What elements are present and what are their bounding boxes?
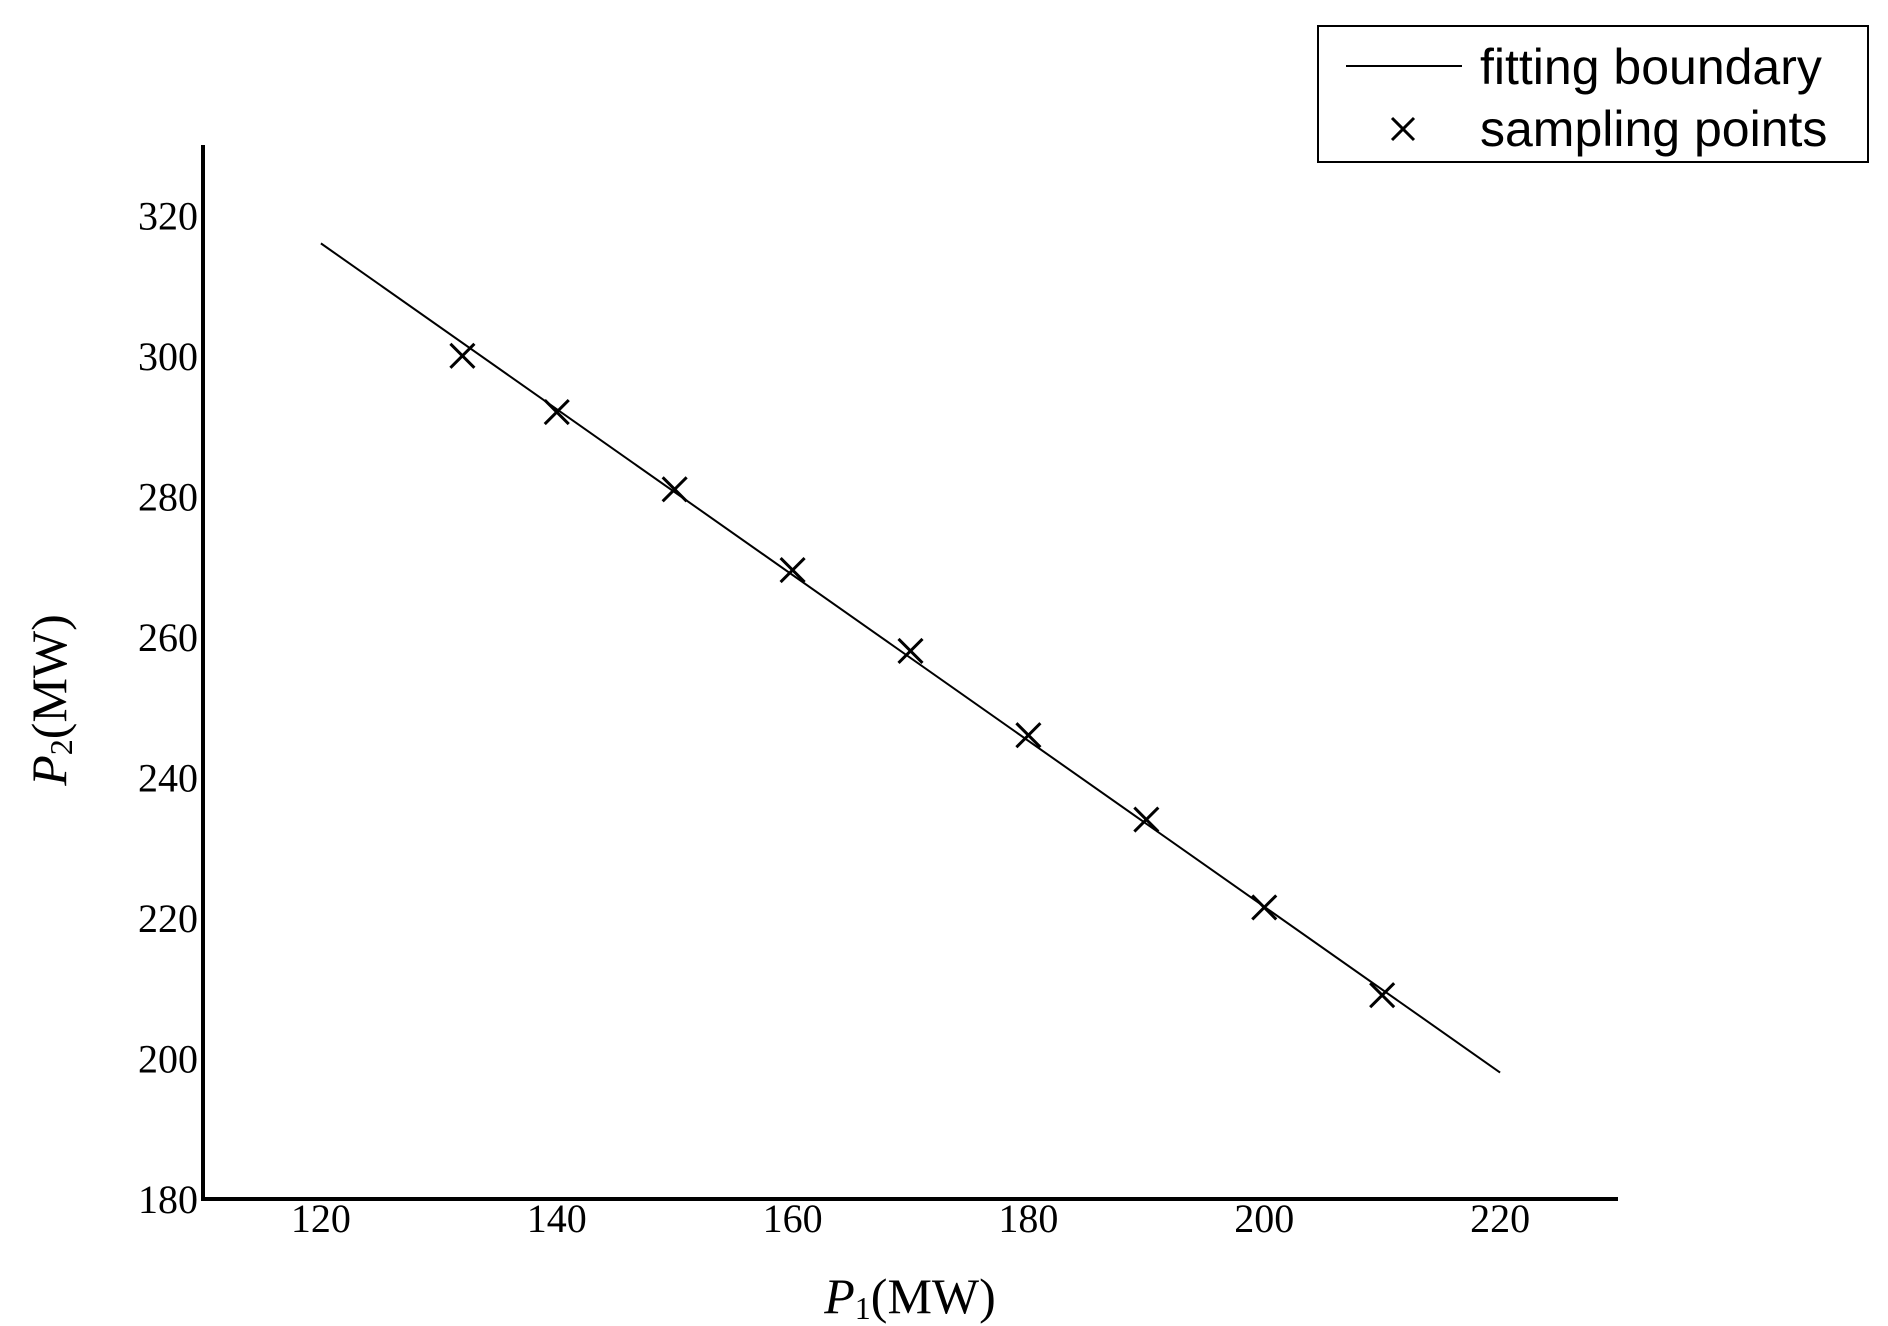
axes xyxy=(201,145,1618,1201)
sampling-point-marker xyxy=(1133,806,1160,833)
x-ticks: 120 140 160 180 200 220 xyxy=(291,1196,1530,1241)
legend: fitting boundary sampling points xyxy=(1317,25,1869,163)
x-tick-label: 200 xyxy=(1234,1196,1294,1241)
x-tick-label: 160 xyxy=(763,1196,823,1241)
y-tick-label: 200 xyxy=(138,1036,198,1081)
sampling-point-marker xyxy=(779,557,806,584)
sampling-point-marker xyxy=(897,637,924,664)
y-tick-label: 240 xyxy=(138,755,198,800)
legend-box xyxy=(1317,25,1869,163)
y-tick-label: 220 xyxy=(138,896,198,941)
y-axis-label-var: P xyxy=(21,755,77,787)
x-tick-label: 120 xyxy=(291,1196,351,1241)
x-tick-label: 220 xyxy=(1470,1196,1530,1241)
legend-x-marker xyxy=(1390,116,1416,142)
sampling-point-marker xyxy=(661,476,688,503)
x-axis-label: P1(MW) xyxy=(823,1268,996,1326)
x-axis-label-unit: (MW) xyxy=(871,1268,996,1324)
y-tick-label: 280 xyxy=(138,474,198,519)
y-ticks: 180 200 220 240 260 280 300 320 xyxy=(138,193,198,1222)
fitting-boundary-line xyxy=(320,242,1501,1074)
legend-label-sampling-points: sampling points xyxy=(1480,101,1827,157)
x-axis-label-var: P xyxy=(823,1268,855,1324)
y-tick-label: 180 xyxy=(138,1177,198,1222)
x-axis-label-sub: 1 xyxy=(855,1290,871,1326)
y-axis-label-sub: 2 xyxy=(43,739,79,755)
sampling-point-marker xyxy=(1369,982,1396,1009)
x-tick-label: 140 xyxy=(527,1196,587,1241)
sampling-point-marker xyxy=(449,342,476,369)
y-tick-label: 300 xyxy=(138,334,198,379)
sampling-point-marker xyxy=(543,398,570,426)
y-axis-label-unit: (MW) xyxy=(21,614,77,739)
x-tick-label: 180 xyxy=(998,1196,1058,1241)
y-tick-label: 260 xyxy=(138,615,198,660)
legend-label-fitting-boundary: fitting boundary xyxy=(1480,39,1822,95)
sampling-point-marker xyxy=(1015,722,1042,749)
plot-area xyxy=(320,242,1501,1074)
sampling-point-marker xyxy=(1251,894,1278,921)
y-axis-label: P2(MW) xyxy=(21,614,79,787)
y-tick-label: 320 xyxy=(138,193,198,238)
